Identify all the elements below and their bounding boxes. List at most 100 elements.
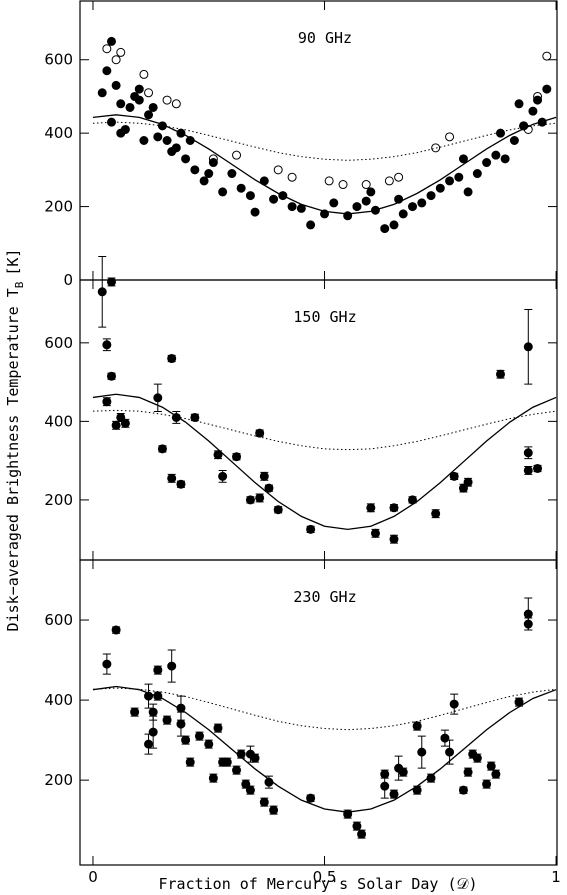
data-point [523, 124, 533, 134]
y-label-main: Disk−averaged Brightness Temperature T [4, 288, 22, 631]
data-point [431, 143, 441, 153]
data-point [125, 102, 135, 112]
panel-frame [79, 559, 558, 866]
data-point [167, 354, 177, 364]
data-point [472, 169, 482, 179]
y-tick-label: 400 [44, 412, 73, 430]
data-point [445, 132, 455, 142]
data-point [496, 128, 506, 138]
data-point [514, 697, 524, 707]
data-point [306, 220, 316, 230]
data-point [250, 753, 260, 763]
data-point [139, 136, 149, 145]
data-point [97, 88, 107, 98]
data-point [417, 747, 427, 757]
data-point [463, 187, 473, 197]
data-point [426, 191, 436, 201]
data-point [463, 477, 473, 487]
data-point [190, 165, 200, 175]
data-point [102, 659, 112, 669]
data-point [259, 471, 269, 481]
data-point [232, 150, 242, 160]
data-point [329, 198, 339, 208]
data-point [130, 707, 140, 717]
data-point [445, 747, 455, 757]
data-point [454, 172, 464, 182]
data-point [97, 287, 107, 297]
data-point [148, 707, 158, 717]
model-curve [92, 114, 557, 215]
data-point [449, 699, 459, 709]
data-point [134, 95, 144, 105]
data-point [287, 172, 297, 182]
data-point [449, 471, 459, 481]
data-point [370, 528, 380, 538]
data-point [287, 202, 297, 212]
data-point [116, 47, 126, 57]
model-curve [92, 687, 557, 731]
data-point [236, 183, 246, 193]
data-point [106, 371, 116, 381]
data-point [273, 165, 283, 175]
data-point [167, 473, 177, 483]
data-point [306, 793, 316, 803]
panel-title: 150 GHz [293, 308, 356, 326]
data-point [153, 132, 163, 142]
data-point [412, 721, 422, 731]
data-point [542, 51, 552, 61]
panel-title: 230 GHz [293, 588, 356, 606]
data-point [361, 196, 371, 206]
data-point [162, 136, 172, 145]
x-tick-label: 0.5 [313, 868, 337, 886]
data-point [167, 661, 177, 671]
data-point [148, 727, 158, 737]
data-point [204, 169, 214, 179]
data-point [232, 452, 242, 462]
data-point [194, 731, 204, 741]
data-point [213, 723, 223, 733]
data-point [482, 158, 492, 168]
data-point [227, 169, 237, 179]
data-point [171, 99, 181, 109]
data-point [199, 176, 209, 186]
data-point [102, 44, 112, 54]
data-point [259, 797, 269, 807]
data-point [134, 84, 144, 94]
y-tick-label: 600 [44, 611, 73, 629]
data-point [162, 715, 172, 725]
data-point [245, 191, 255, 201]
data-point [116, 99, 126, 109]
data-point [528, 106, 538, 116]
data-point [458, 154, 468, 164]
data-point [408, 202, 418, 212]
y-axis-label: Disk−averaged Brightness Temperature TB [… [4, 249, 26, 632]
data-point [208, 154, 218, 164]
data-point [255, 493, 265, 503]
data-point [324, 176, 334, 186]
data-point [204, 739, 214, 749]
data-point [222, 757, 232, 767]
data-point [496, 369, 506, 379]
data-point [148, 102, 158, 112]
data-point [445, 176, 455, 186]
data-point [102, 397, 112, 407]
data-point [366, 503, 376, 513]
y-tick-label: 0 [63, 271, 73, 289]
data-point [111, 420, 121, 430]
model-curve [92, 409, 557, 451]
data-point [389, 789, 399, 799]
data-point [306, 524, 316, 534]
data-point [486, 761, 496, 771]
data-point [523, 448, 533, 458]
data-point [181, 154, 191, 164]
model-curve [92, 121, 557, 161]
data-point [398, 767, 408, 777]
data-point [102, 66, 112, 76]
data-point [255, 428, 265, 438]
y-tick-label: 400 [44, 124, 73, 142]
y-label-sub: B [13, 281, 26, 288]
model-curve [92, 393, 557, 531]
data-point [394, 172, 404, 182]
y-tick-label: 200 [44, 198, 73, 216]
data-point [509, 136, 519, 145]
